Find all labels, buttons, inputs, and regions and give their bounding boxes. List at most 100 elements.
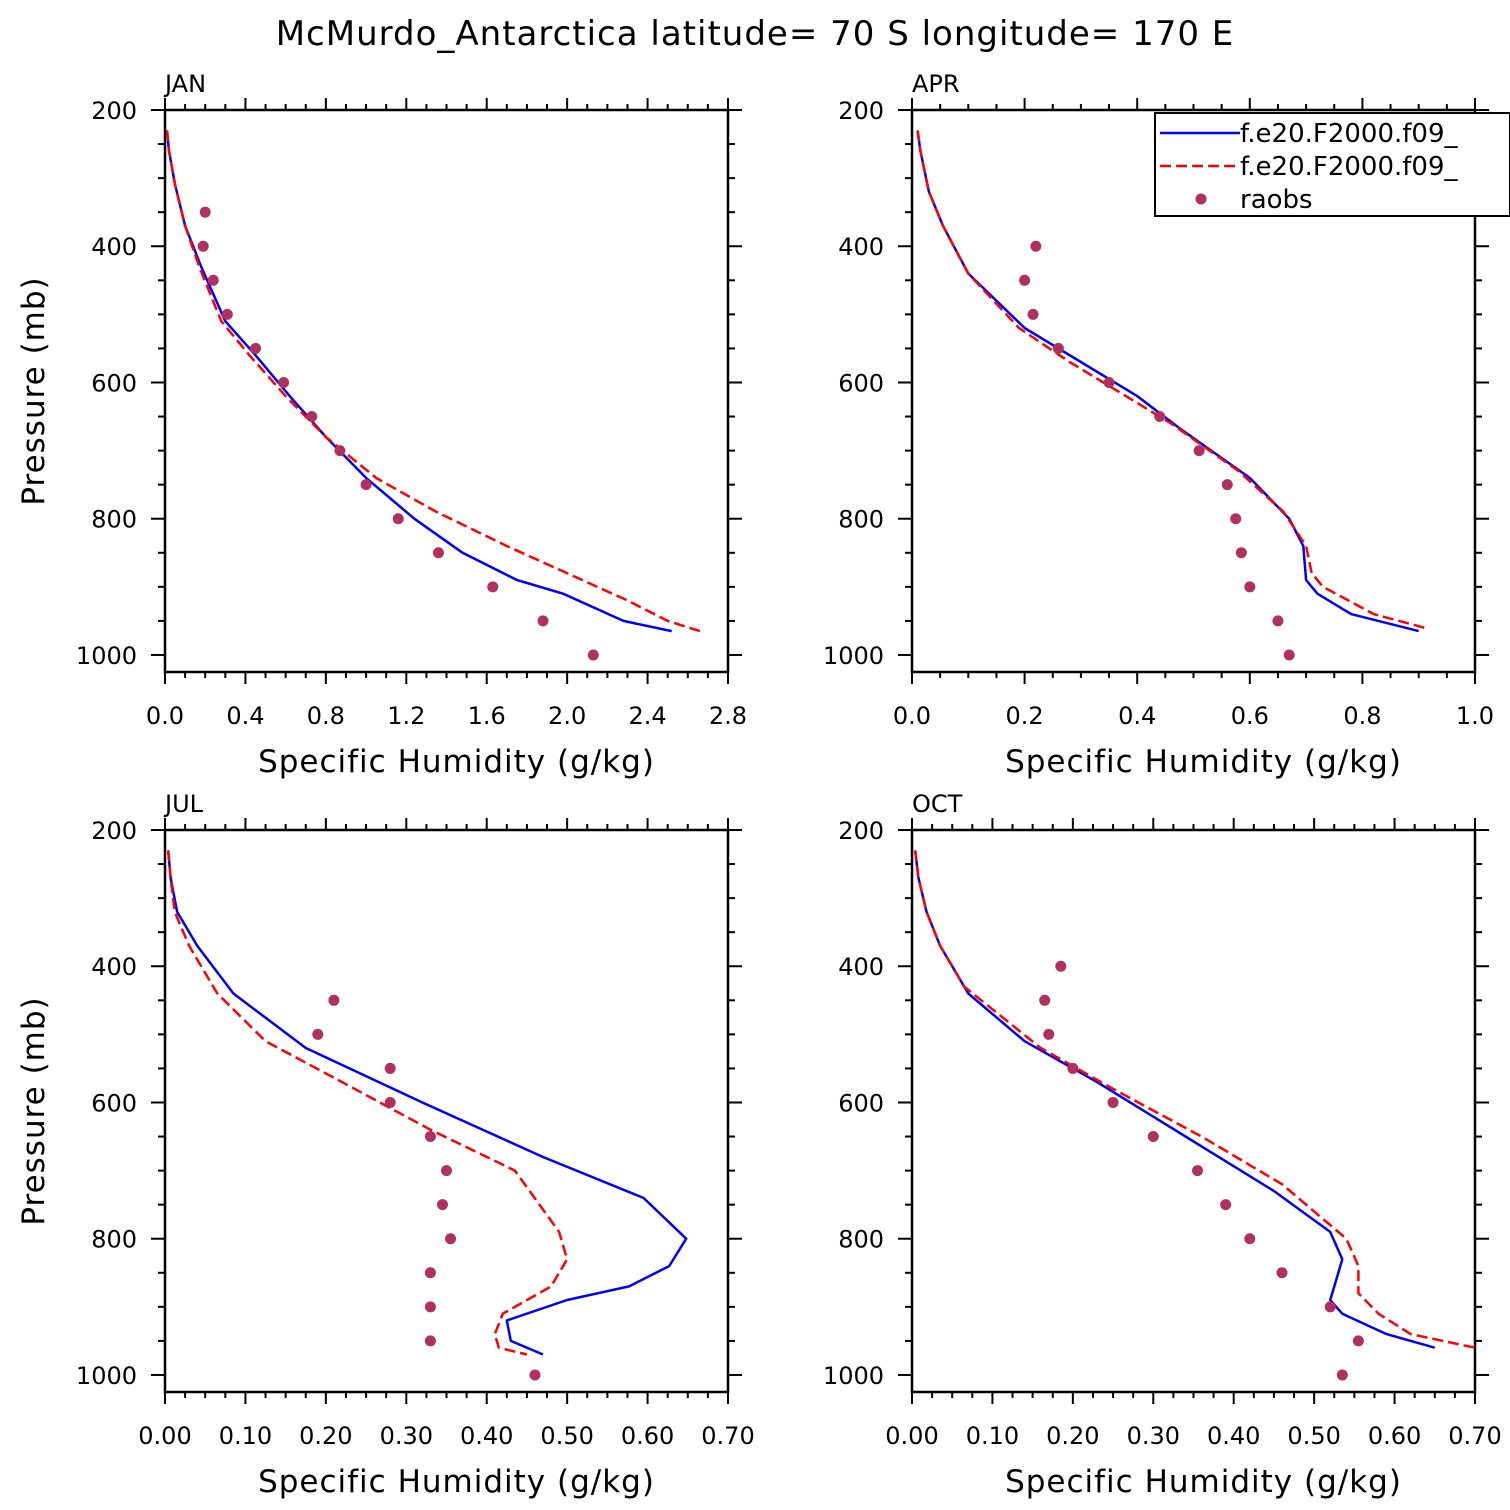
series-group [166,850,688,1381]
raobs-point [1230,513,1242,525]
x-tick-label: 1.0 [1456,702,1494,730]
series-line-solid [913,850,1436,1349]
y-tick-label: 1000 [76,1362,137,1390]
y-tick-label: 200 [91,97,137,125]
raobs-point [278,376,290,388]
y-tick-label: 800 [91,506,137,534]
panels-container: JAN 0.0 0.4 0.8 1.2 1.6 2.0 2.4 2.8 200 400 600 800 1… [16,70,1502,1500]
x-tick-label: 0.10 [966,1422,1019,1450]
x-tick-label: 0.8 [307,702,345,730]
series-group [913,850,1475,1381]
x-tick-label: 0.00 [138,1422,191,1450]
figure-title: McMurdo_Antarctica latitude= 70 S longit… [276,14,1235,54]
raobs-point [1244,1233,1256,1245]
panel-label: JAN [163,70,206,98]
raobs-point [392,513,404,525]
raobs-point [1336,1369,1348,1381]
x-tick-label: 0.6 [1231,702,1269,730]
raobs-point [1324,1301,1336,1313]
raobs-point [1027,308,1039,320]
x-axis-title: Specific Humidity (g/kg) [258,1464,655,1500]
raobs-point [424,1131,436,1143]
y-tick-label: 600 [91,369,137,397]
raobs-point [1067,1062,1079,1074]
panel-label: JUL [163,790,204,818]
plot-frame [163,108,730,674]
raobs-point [1244,581,1256,593]
raobs-point [1147,1131,1159,1143]
raobs-point [199,206,211,218]
y-tick-label: 800 [838,1226,884,1254]
y-tick-label: 600 [91,1089,137,1117]
x-tick-label: 0.60 [1368,1422,1421,1450]
x-tick-label: 0.0 [893,702,931,730]
y-tick-label: 400 [91,953,137,981]
raobs-point [1030,240,1042,252]
y-tick-label: 1000 [76,642,137,670]
y-tick-label: 800 [91,1226,137,1254]
raobs-point [1107,1096,1119,1108]
series-line-dashed [913,850,1475,1349]
plot-frame [163,828,730,1394]
raobs-point [384,1096,396,1108]
raobs-point [1052,342,1064,354]
raobs-point [1283,649,1295,661]
panel-oct: OCT 0.00 0.10 0.20 0.30 0.40 0.50 0.60 0.70 200 40… [823,790,1502,1500]
x-tick-label: 1.2 [387,702,425,730]
x-tick-label: 0.40 [1207,1422,1260,1450]
x-tick-label: 0.50 [1287,1422,1340,1450]
raobs-point [312,1028,324,1040]
legend: f.e20.F2000.f09_f.e20.F2000.f09_raobs [1154,112,1510,217]
raobs-point [328,994,340,1006]
x-tick-label: 0.20 [1046,1422,1099,1450]
legend-label: f.e20.F2000.f09_ [1240,152,1458,182]
raobs-point [1221,479,1233,491]
x-tick-label: 0.0 [146,702,184,730]
x-tick-label: 0.60 [621,1422,674,1450]
x-axis-title: Specific Humidity (g/kg) [258,744,655,780]
raobs-point [1352,1335,1364,1347]
raobs-point [221,308,233,320]
panel-jan: JAN 0.0 0.4 0.8 1.2 1.6 2.0 2.4 2.8 200 400 600 800 1… [16,70,747,780]
y-tick-label: 600 [838,1089,884,1117]
y-tick-label: 400 [838,953,884,981]
raobs-point [1272,615,1284,627]
y-tick-label: 400 [838,233,884,261]
x-tick-label: 0.4 [226,702,264,730]
raobs-point [384,1062,396,1074]
x-tick-label: 0.4 [1118,702,1156,730]
x-tick-label: 0.00 [885,1422,938,1450]
y-tick-label: 600 [838,369,884,397]
plot-frame [910,828,1477,1394]
raobs-point [441,1165,452,1177]
raobs-point [197,240,209,252]
raobs-point [529,1369,541,1381]
series-line-dashed [166,850,569,1356]
x-axis-title: Specific Humidity (g/kg) [1005,1464,1402,1500]
raobs-point [1154,411,1166,423]
x-tick-label: 2.8 [709,702,747,730]
x-tick-label: 0.30 [1127,1422,1180,1450]
y-tick-label: 1000 [823,642,884,670]
panel-jul: JUL 0.00 0.10 0.20 0.30 0.40 0.50 0.60 0.70 200 40… [16,790,755,1500]
raobs-point [445,1233,457,1245]
raobs-point [1193,445,1205,457]
legend-label: raobs [1240,185,1313,215]
raobs-point [360,479,372,491]
raobs-point [424,1301,436,1313]
y-axis-title: Pressure (mb) [16,996,52,1225]
raobs-point [1043,1028,1055,1040]
legend-label: f.e20.F2000.f09_ [1240,119,1458,149]
raobs-point [1103,376,1115,388]
raobs-point [1019,274,1031,286]
raobs-point [334,445,346,457]
raobs-point [249,342,261,354]
y-tick-label: 1000 [823,1362,884,1390]
y-tick-label: 400 [91,233,137,261]
y-axis-title: Pressure (mb) [16,276,52,505]
raobs-point [487,581,499,593]
y-tick-label: 800 [838,506,884,534]
raobs-point [432,547,444,559]
x-tick-label: 0.70 [701,1422,754,1450]
